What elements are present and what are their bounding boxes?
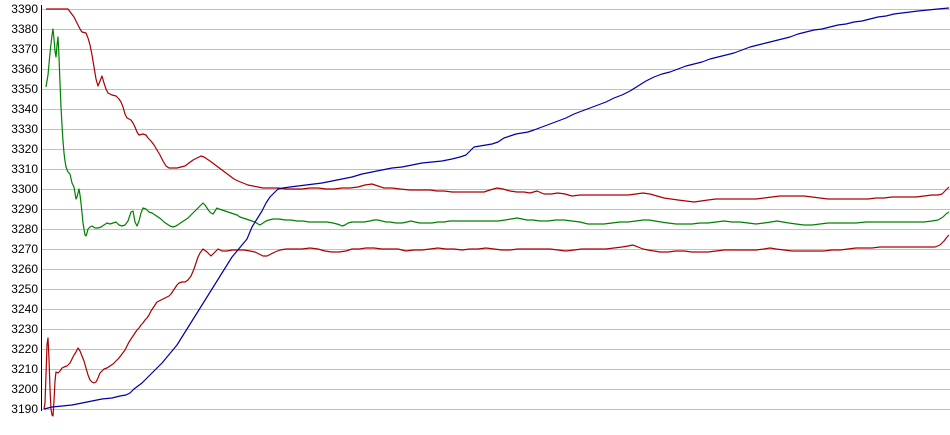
y-axis-label: 3230 bbox=[11, 322, 38, 336]
y-axis-label: 3250 bbox=[11, 282, 38, 296]
series-upper-band-line bbox=[46, 8, 950, 203]
y-axis-label: 3330 bbox=[11, 122, 38, 136]
y-axis-label: 3280 bbox=[11, 222, 38, 236]
series-balance-line bbox=[43, 7, 950, 410]
y-axis-label: 3310 bbox=[11, 162, 38, 176]
series-lower-band-line bbox=[43, 234, 950, 417]
y-axis-label: 3190 bbox=[11, 402, 38, 416]
y-axis-label: 3240 bbox=[11, 302, 38, 316]
y-axis-label: 3360 bbox=[11, 62, 38, 76]
y-axis-label: 3340 bbox=[11, 102, 38, 116]
y-axis-label: 3220 bbox=[11, 342, 38, 356]
y-axis-label: 3300 bbox=[11, 182, 38, 196]
y-axis-label: 3200 bbox=[11, 382, 38, 396]
y-axis-label: 3380 bbox=[11, 22, 38, 36]
y-axis-label: 3350 bbox=[11, 82, 38, 96]
y-axis-label: 3390 bbox=[11, 2, 38, 16]
y-axis-label: 3290 bbox=[11, 202, 38, 216]
series-middle-line bbox=[45, 28, 950, 237]
y-axis-label: 3320 bbox=[11, 142, 38, 156]
y-axis-label: 3270 bbox=[11, 242, 38, 256]
y-axis-label: 3370 bbox=[11, 42, 38, 56]
y-axis-label: 3260 bbox=[11, 262, 38, 276]
y-axis-label: 3210 bbox=[11, 362, 38, 376]
